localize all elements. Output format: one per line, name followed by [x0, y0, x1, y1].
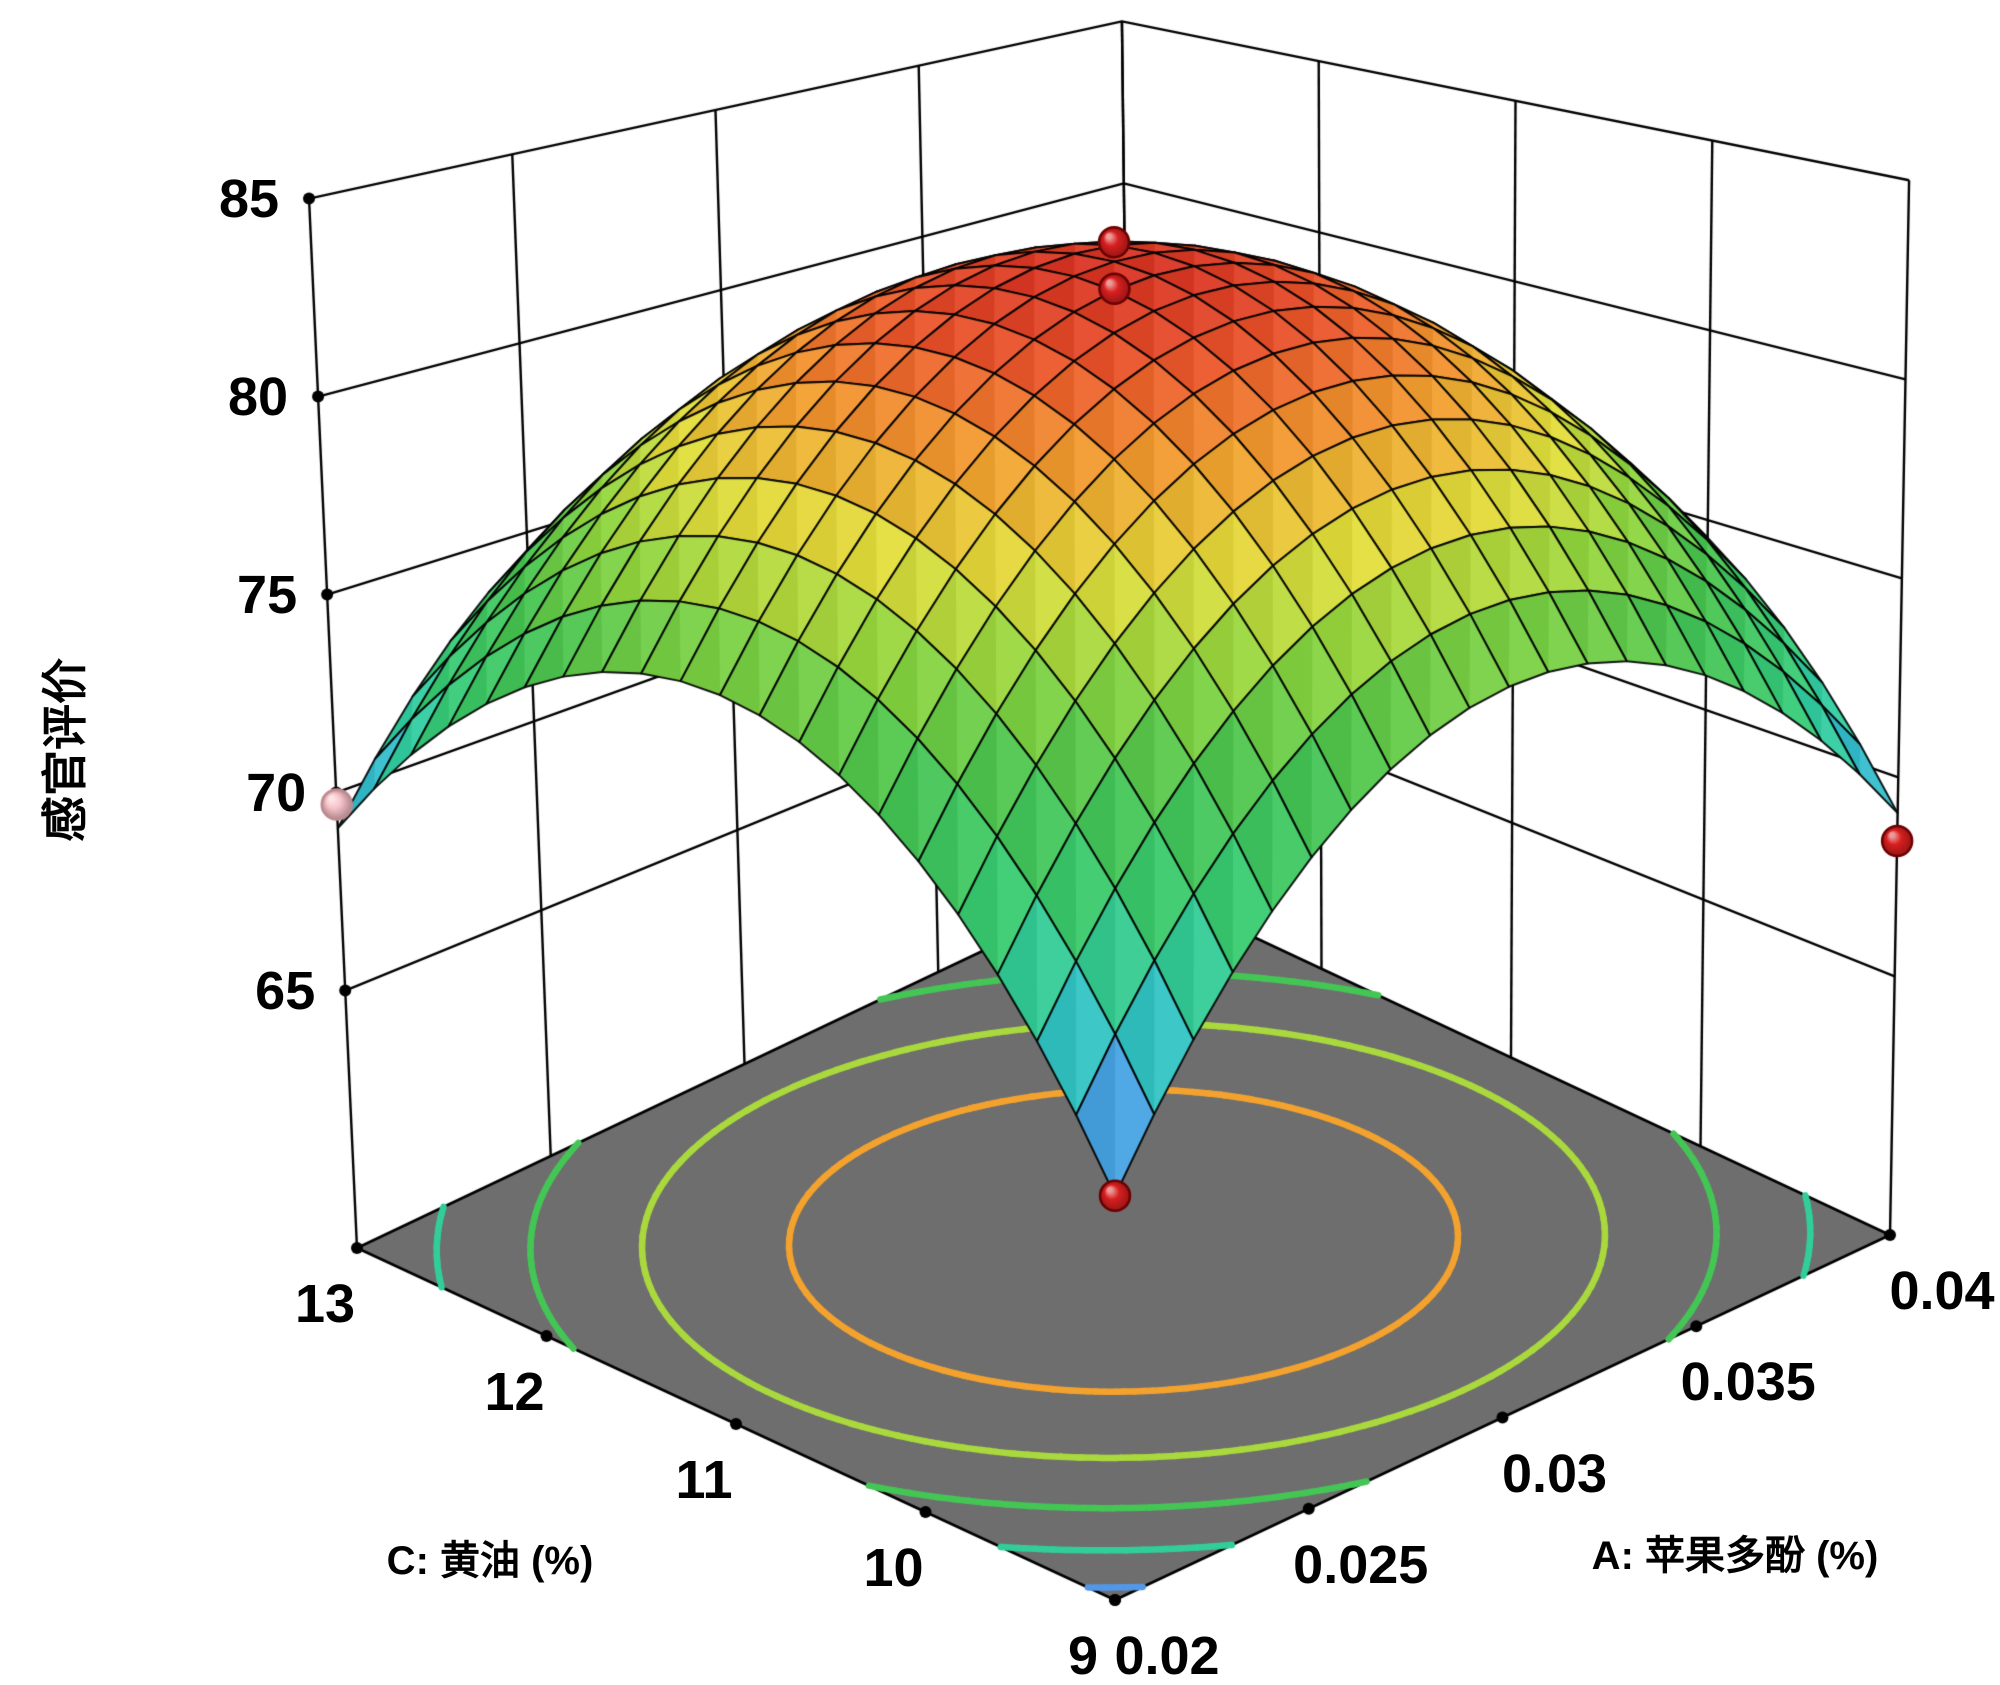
z-tick-label: 70 [246, 762, 307, 823]
x-tick-label: 0.03 [1501, 1443, 1608, 1504]
z-axis-title: 感官评价 [39, 658, 91, 842]
y-tick-label: 11 [675, 1450, 733, 1510]
x-axis-title: A: 苹果多酚 (%) [1591, 1534, 1879, 1578]
z-tick-label: 80 [228, 366, 289, 427]
z-tick-label: 85 [218, 168, 280, 229]
z-tick-label: 65 [255, 960, 316, 1021]
x-tick-label: 0.04 [1889, 1261, 1995, 1321]
x-tick-label: 0.035 [1680, 1352, 1816, 1413]
x-tick-label: 0.025 [1293, 1534, 1429, 1595]
y-axis-title: C: 黄油 (%) [386, 1539, 594, 1583]
y-tick-label: 9 [1067, 1626, 1099, 1685]
z-tick-label: 75 [237, 564, 298, 625]
x-tick-label: 0.02 [1114, 1626, 1220, 1685]
y-tick-label: 10 [863, 1538, 924, 1598]
y-tick-label: 12 [484, 1362, 545, 1422]
y-tick-label: 13 [294, 1274, 356, 1334]
